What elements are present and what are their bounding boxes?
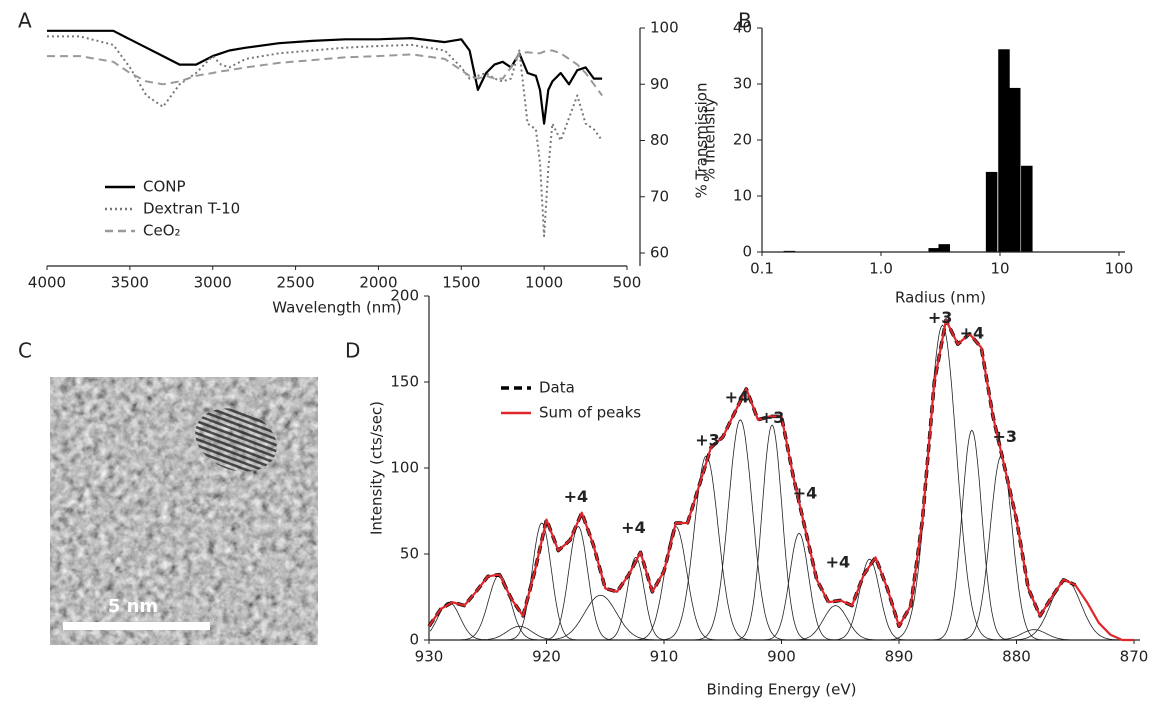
bar <box>1008 87 1021 252</box>
x-tick-label: 0.1 <box>750 260 774 278</box>
legend-label: Sum of peaks <box>539 404 641 422</box>
component-peak <box>800 558 941 641</box>
x-tick-label: 880 <box>1002 648 1031 666</box>
x-tick-label: 4000 <box>28 274 66 292</box>
x-tick-label: 100 <box>1105 260 1134 278</box>
x-axis-label: Wavelength (nm) <box>272 299 402 317</box>
panel-label: D <box>345 339 360 363</box>
annotation: +4 <box>793 484 818 503</box>
component-peak <box>656 419 825 641</box>
data-line <box>47 29 603 125</box>
y-tick-label: 30 <box>733 75 752 93</box>
panel-label: A <box>18 9 32 33</box>
annotation: +3 <box>695 430 720 449</box>
y-tick-label: 100 <box>650 19 679 37</box>
x-tick-label: 1000 <box>525 274 563 292</box>
x-tick-label: 3000 <box>194 274 232 292</box>
panel-label: B <box>738 9 752 33</box>
y-tick-label: 20 <box>733 131 752 149</box>
annotation: +4 <box>826 552 851 571</box>
x-tick-label: 3500 <box>111 274 149 292</box>
component-peak <box>577 556 696 641</box>
component-peak <box>752 605 921 641</box>
y-tick-label: 100 <box>390 459 419 477</box>
legend-label: CONP <box>143 178 186 196</box>
y-tick-label: 60 <box>650 244 669 262</box>
annotation: +4 <box>725 387 750 406</box>
x-tick-label: 900 <box>767 648 796 666</box>
micrograph <box>50 377 318 645</box>
component-peak <box>844 324 1042 641</box>
y-tick-label: 0 <box>409 631 419 649</box>
annotation: +4 <box>564 487 589 506</box>
panel-label: C <box>18 339 32 363</box>
legend-label: Dextran T-10 <box>143 200 240 218</box>
component-peak <box>961 579 1134 641</box>
component-peak <box>702 424 843 641</box>
x-tick-label: 10 <box>990 260 1009 278</box>
annotation: +4 <box>621 518 646 537</box>
bar <box>928 248 940 252</box>
y-tick-label: 40 <box>733 19 752 37</box>
x-axis-label: Binding Energy (eV) <box>707 681 857 699</box>
data-line <box>47 49 603 97</box>
x-tick-label: 1.0 <box>869 260 893 278</box>
y-tick-label: 10 <box>733 187 752 205</box>
x-axis-label: Radius (nm) <box>895 289 986 307</box>
component-peak <box>733 532 867 641</box>
data-line <box>428 319 1134 642</box>
bar <box>1021 165 1033 252</box>
legend-label: Data <box>539 379 575 397</box>
annotation: +4 <box>960 324 985 343</box>
x-tick-label: 920 <box>532 648 561 666</box>
x-tick-label: 500 <box>613 274 642 292</box>
bar <box>938 244 950 252</box>
y-tick-label: 0 <box>742 243 752 261</box>
x-tick-label: 910 <box>650 648 679 666</box>
legend-label: CeO₂ <box>143 222 181 240</box>
y-axis-label: % Intensity <box>701 98 719 182</box>
y-tick-label: 200 <box>390 287 419 305</box>
x-tick-label: 2500 <box>276 274 314 292</box>
x-tick-label: 930 <box>415 648 444 666</box>
y-tick-label: 80 <box>650 131 669 149</box>
data-line <box>47 35 603 238</box>
y-tick-label: 50 <box>400 545 419 563</box>
bar <box>998 49 1010 252</box>
scale-bar-label: 5 nm <box>108 596 158 617</box>
annotation: +3 <box>928 308 953 327</box>
y-tick-label: 150 <box>390 373 419 391</box>
y-tick-label: 70 <box>650 187 669 205</box>
y-axis-label: Intensity (cts/sec) <box>368 401 386 535</box>
x-tick-label: 1500 <box>442 274 480 292</box>
y-tick-label: 90 <box>650 75 669 93</box>
x-tick-label: 890 <box>885 648 914 666</box>
x-tick-label: 870 <box>1120 648 1149 666</box>
annotation: +3 <box>760 408 785 427</box>
component-peak <box>924 455 1079 641</box>
x-tick-label: 2000 <box>359 274 397 292</box>
bar <box>985 171 998 252</box>
y-axis-label: % Transmission <box>693 83 711 199</box>
annotation: +3 <box>992 427 1017 446</box>
